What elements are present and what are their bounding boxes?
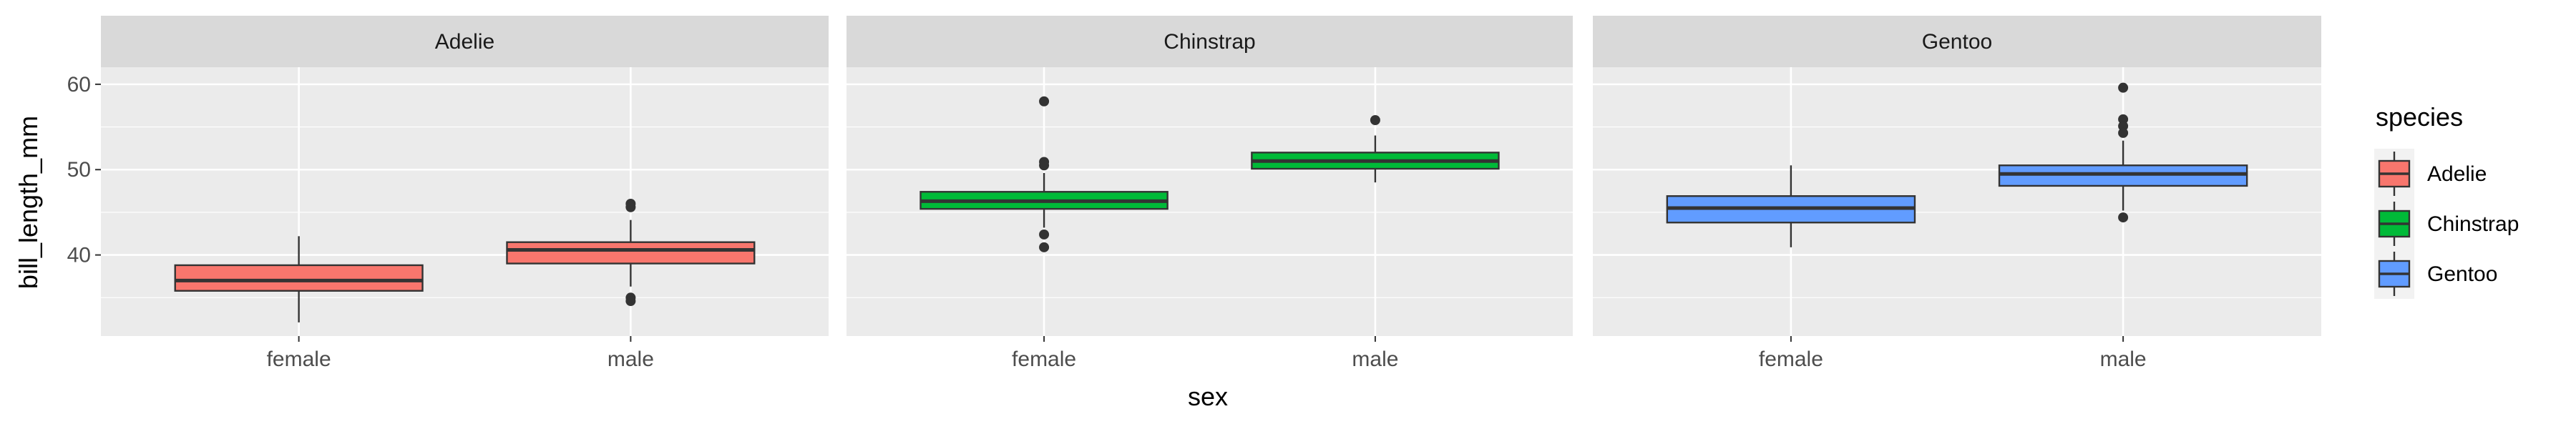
x-tick-label: male xyxy=(2100,347,2147,371)
y-axis-title: bill_length_mm xyxy=(14,116,43,289)
outlier-point xyxy=(1370,115,1380,126)
x-tick-label: female xyxy=(1759,347,1823,371)
x-tick-label: female xyxy=(267,347,331,371)
legend-label: Gentoo xyxy=(2427,262,2497,286)
x-axis-title: sex xyxy=(1188,382,1228,411)
facet-strip xyxy=(847,16,1573,67)
legend: species Adelie Chinstrap Gentoo xyxy=(2374,102,2519,299)
facet-strip xyxy=(1593,16,2321,67)
outlier-point xyxy=(625,296,636,307)
facet-strip-label: Chinstrap xyxy=(1163,30,1255,54)
outlier-point xyxy=(2118,212,2129,223)
facet-strip-label: Gentoo xyxy=(1922,30,1992,54)
outlier-point xyxy=(1039,242,1050,252)
y-axis: 40 50 60 xyxy=(67,73,101,267)
outlier-point xyxy=(1039,229,1050,240)
legend-entry-adelie: Adelie xyxy=(2374,149,2487,199)
y-tick-label: 50 xyxy=(67,158,91,182)
facet-panel-chinstrap: Chinstrap female male xyxy=(847,16,1573,371)
boxplot-chinstrap-male xyxy=(1251,115,1500,183)
boxplot-adelie-female xyxy=(174,236,424,322)
facet-panel-gentoo: Gentoo female male xyxy=(1593,16,2321,371)
panel-background xyxy=(101,67,829,336)
outlier-point xyxy=(2118,82,2129,93)
facet-panel-adelie: Adelie female male xyxy=(101,16,829,371)
box-iqr xyxy=(174,264,424,292)
boxplot-gentoo-female xyxy=(1666,165,1916,247)
x-tick-label: female xyxy=(1012,347,1076,371)
legend-entry-chinstrap: Chinstrap xyxy=(2374,199,2519,249)
outlier-point xyxy=(625,202,636,212)
legend-label: Adelie xyxy=(2427,162,2487,186)
boxplot-chinstrap-female xyxy=(919,96,1169,252)
boxplot-gentoo-male xyxy=(1998,82,2248,223)
outlier-point xyxy=(1039,160,1050,171)
outlier-point xyxy=(2118,127,2129,138)
x-tick-label: male xyxy=(608,347,654,371)
facet-strip xyxy=(101,16,829,67)
box-iqr xyxy=(506,241,756,265)
legend-title: species xyxy=(2376,102,2463,132)
outlier-point xyxy=(1039,96,1050,107)
facet-strip-label: Adelie xyxy=(435,30,494,54)
y-tick-label: 40 xyxy=(67,244,91,267)
y-tick-label: 60 xyxy=(67,73,91,97)
legend-entry-gentoo: Gentoo xyxy=(2374,249,2497,299)
boxplot-adelie-male xyxy=(506,198,756,307)
legend-label: Chinstrap xyxy=(2427,212,2519,236)
x-tick-label: male xyxy=(1352,347,1398,371)
